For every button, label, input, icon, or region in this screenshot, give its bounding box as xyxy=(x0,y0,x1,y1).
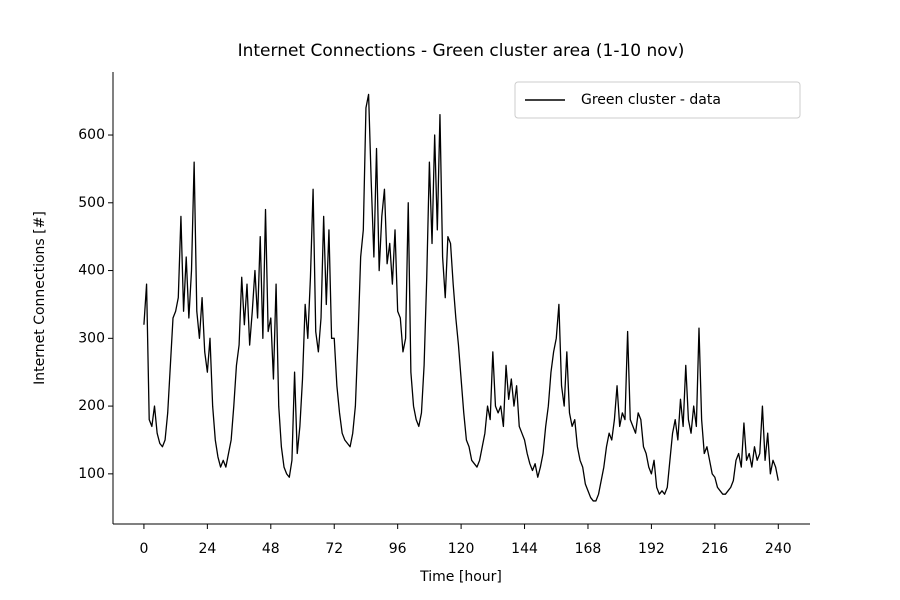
x-tick-label: 120 xyxy=(448,541,475,557)
x-tick-label: 192 xyxy=(638,541,665,557)
y-tick-label: 600 xyxy=(78,127,105,143)
y-axis-label: Internet Connections [#] xyxy=(32,211,48,385)
x-tick-label: 96 xyxy=(389,541,407,557)
x-tick-label: 24 xyxy=(198,541,216,557)
legend-label: Green cluster - data xyxy=(581,92,721,108)
y-tick-label: 500 xyxy=(78,195,105,211)
x-tick-label: 240 xyxy=(765,541,792,557)
x-tick-label: 144 xyxy=(511,541,538,557)
y-tick-label: 400 xyxy=(78,263,105,279)
y-tick-label: 100 xyxy=(78,466,105,482)
x-tick-label: 48 xyxy=(262,541,280,557)
x-tick-label: 0 xyxy=(139,541,148,557)
legend-box xyxy=(514,81,801,119)
x-tick-label: 216 xyxy=(701,541,728,557)
x-axis-label: Time [hour] xyxy=(419,569,502,585)
data-line xyxy=(143,93,779,502)
chart-title: Internet Connections - Green cluster are… xyxy=(238,41,685,61)
y-tick-label: 300 xyxy=(78,330,105,346)
y-tick-label: 200 xyxy=(78,398,105,414)
x-tick-label: 168 xyxy=(575,541,602,557)
x-tick-label: 72 xyxy=(325,541,343,557)
